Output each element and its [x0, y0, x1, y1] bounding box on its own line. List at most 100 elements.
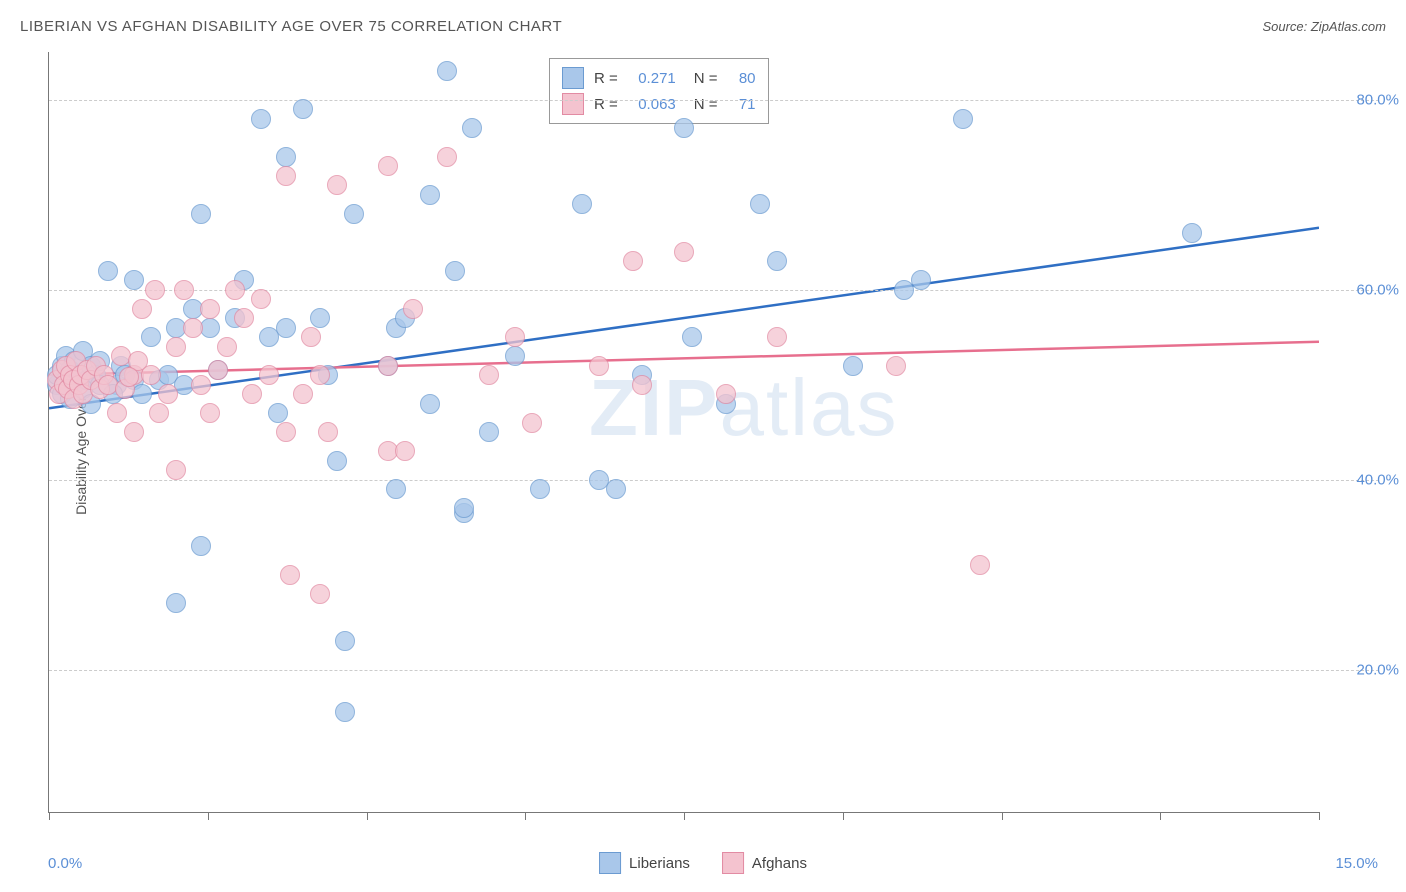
- scatter-point: [191, 375, 211, 395]
- scatter-point: [632, 375, 652, 395]
- scatter-point: [124, 422, 144, 442]
- scatter-point: [301, 327, 321, 347]
- scatter-point: [454, 498, 474, 518]
- scatter-point: [344, 204, 364, 224]
- scatter-point: [395, 441, 415, 461]
- scatter-point: [479, 365, 499, 385]
- swatch-afghans-icon: [722, 852, 744, 874]
- scatter-point: [174, 280, 194, 300]
- scatter-point: [674, 242, 694, 262]
- scatter-point: [378, 356, 398, 376]
- scatter-point: [505, 346, 525, 366]
- gridline-h: [49, 100, 1379, 101]
- scatter-point: [378, 156, 398, 176]
- scatter-point: [225, 280, 245, 300]
- scatter-point: [386, 479, 406, 499]
- scatter-point: [217, 337, 237, 357]
- gridline-h: [49, 480, 1379, 481]
- scatter-point: [674, 118, 694, 138]
- scatter-point: [970, 555, 990, 575]
- scatter-point: [145, 280, 165, 300]
- scatter-point: [750, 194, 770, 214]
- scatter-point: [242, 384, 262, 404]
- scatter-point: [251, 289, 271, 309]
- bottom-legend: Liberians Afghans: [599, 852, 807, 874]
- y-tick-label: 40.0%: [1329, 471, 1399, 488]
- scatter-point: [437, 61, 457, 81]
- scatter-point: [166, 460, 186, 480]
- x-tick: [208, 812, 209, 820]
- x-tick: [684, 812, 685, 820]
- scatter-point: [462, 118, 482, 138]
- x-tick: [525, 812, 526, 820]
- scatter-point: [166, 593, 186, 613]
- gridline-h: [49, 670, 1379, 671]
- scatter-point: [572, 194, 592, 214]
- scatter-point: [420, 185, 440, 205]
- legend-row-afghans: R = 0.063 N = 71: [562, 91, 756, 117]
- scatter-point: [843, 356, 863, 376]
- scatter-point: [479, 422, 499, 442]
- scatter-point: [119, 367, 139, 387]
- chart-plot-area: ZIPatlas R = 0.271 N = 80 R = 0.063 N = …: [48, 52, 1318, 812]
- scatter-point: [318, 422, 338, 442]
- scatter-point: [716, 384, 736, 404]
- scatter-point: [1182, 223, 1202, 243]
- scatter-point: [280, 565, 300, 585]
- x-tick: [1319, 812, 1320, 820]
- scatter-point: [403, 299, 423, 319]
- scatter-point: [505, 327, 525, 347]
- scatter-point: [623, 251, 643, 271]
- y-tick-label: 80.0%: [1329, 91, 1399, 108]
- scatter-point: [335, 631, 355, 651]
- scatter-point: [310, 308, 330, 328]
- scatter-point: [166, 337, 186, 357]
- scatter-point: [141, 327, 161, 347]
- scatter-point: [335, 702, 355, 722]
- bottom-legend-item-liberians: Liberians: [599, 852, 690, 874]
- scatter-point: [310, 584, 330, 604]
- swatch-liberians: [562, 67, 584, 89]
- scatter-point: [158, 384, 178, 404]
- scatter-point: [767, 251, 787, 271]
- scatter-point: [886, 356, 906, 376]
- scatter-point: [141, 365, 161, 385]
- scatter-point: [234, 308, 254, 328]
- source-credit: Source: ZipAtlas.com: [1262, 19, 1386, 34]
- stats-legend-box: R = 0.271 N = 80 R = 0.063 N = 71: [549, 58, 769, 124]
- chart-title: LIBERIAN VS AFGHAN DISABILITY AGE OVER 7…: [20, 18, 562, 35]
- bottom-legend-item-afghans: Afghans: [722, 852, 807, 874]
- scatter-point: [191, 536, 211, 556]
- scatter-point: [132, 299, 152, 319]
- scatter-point: [420, 394, 440, 414]
- scatter-point: [208, 360, 228, 380]
- scatter-point: [200, 299, 220, 319]
- scatter-point: [293, 99, 313, 119]
- scatter-point: [953, 109, 973, 129]
- scatter-point: [251, 109, 271, 129]
- scatter-point: [276, 166, 296, 186]
- scatter-point: [107, 403, 127, 423]
- scatter-point: [606, 479, 626, 499]
- swatch-afghans: [562, 93, 584, 115]
- x-tick: [49, 812, 50, 820]
- scatter-point: [259, 365, 279, 385]
- scatter-point: [437, 147, 457, 167]
- scatter-point: [445, 261, 465, 281]
- scatter-point: [149, 403, 169, 423]
- y-tick-label: 20.0%: [1329, 661, 1399, 678]
- gridline-h: [49, 290, 1379, 291]
- scatter-point: [191, 204, 211, 224]
- scatter-point: [589, 356, 609, 376]
- scatter-point: [200, 403, 220, 423]
- scatter-point: [276, 147, 296, 167]
- scatter-point: [276, 422, 296, 442]
- scatter-point: [682, 327, 702, 347]
- x-axis-min-label: 0.0%: [48, 855, 82, 872]
- x-tick: [1160, 812, 1161, 820]
- trend-line: [49, 342, 1319, 375]
- scatter-point: [183, 318, 203, 338]
- y-tick-label: 60.0%: [1329, 281, 1399, 298]
- scatter-point: [268, 403, 288, 423]
- scatter-point: [767, 327, 787, 347]
